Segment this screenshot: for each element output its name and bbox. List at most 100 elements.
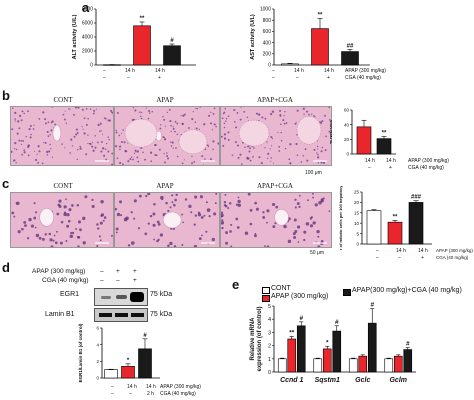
blot-band-apap	[116, 295, 127, 299]
nucleus	[197, 211, 201, 215]
nucleus	[289, 143, 292, 146]
nucleus	[111, 152, 113, 155]
nucleus	[111, 111, 113, 114]
nucleus	[15, 148, 18, 151]
nucleus	[312, 196, 315, 199]
bar-gclc-2	[367, 322, 377, 373]
nucleus	[156, 220, 160, 224]
nucleus	[248, 150, 251, 153]
blot-egr1	[94, 288, 148, 306]
nucleus	[225, 117, 228, 120]
y-tick-label: 20	[354, 200, 360, 205]
nucleus	[23, 149, 26, 151]
nucleus	[270, 112, 273, 116]
nucleus	[16, 132, 19, 135]
y-tick-label: 60	[344, 108, 350, 113]
nucleus	[67, 219, 71, 223]
nucleus	[166, 155, 169, 158]
nucleus	[108, 138, 110, 141]
nucleus	[41, 162, 44, 165]
nucleus	[215, 193, 218, 195]
panel-a-ast-apap-3: 14 h	[324, 68, 334, 74]
nucleus	[324, 114, 327, 117]
nucleus	[47, 131, 49, 133]
nucleus	[97, 227, 100, 230]
nucleus	[14, 142, 17, 145]
nucleus	[192, 111, 194, 113]
nucleus	[221, 135, 223, 138]
nucleus	[107, 136, 109, 138]
nucleus	[280, 131, 282, 134]
nucleus	[282, 119, 285, 122]
nucleus	[50, 121, 53, 124]
nucleus	[25, 135, 27, 138]
nucleus	[214, 202, 217, 205]
nucleus	[194, 121, 197, 123]
y-axis-label: AST activity (U/L)	[250, 14, 256, 60]
nucleus	[223, 200, 227, 204]
nucleus	[244, 231, 249, 235]
panel-d-apap-1: –	[111, 384, 114, 390]
nucleus	[227, 115, 230, 118]
nucleus	[98, 235, 101, 238]
nucleus	[184, 113, 186, 116]
nucleus	[29, 136, 32, 139]
panel-a-ast-cga-2: –	[296, 75, 299, 81]
nucleus	[20, 140, 23, 142]
nucleus	[165, 201, 168, 205]
nucleus	[60, 220, 64, 224]
nucleus	[221, 211, 224, 214]
nucleus	[313, 116, 316, 118]
nucleus	[129, 158, 132, 161]
nucleus	[255, 207, 259, 211]
nucleus	[294, 122, 297, 125]
nucleus	[166, 152, 168, 154]
nucleus	[266, 245, 270, 247]
panel-c-cga-3: +	[421, 255, 424, 261]
histo-c-title-apap-cga: APAP+CGA	[257, 182, 293, 190]
nucleus	[84, 195, 88, 199]
nucleus	[223, 126, 226, 129]
nucleus	[249, 147, 252, 150]
nucleus	[264, 147, 266, 149]
bar-apap	[133, 25, 151, 66]
blot-label-kda-lamin: 75 kDa	[150, 311, 173, 318]
legend-swatch-cont	[262, 287, 270, 294]
significance-label: #	[143, 333, 147, 339]
nucleus	[18, 139, 21, 142]
panel-d-cga-1: –	[111, 391, 114, 397]
nucleus	[99, 221, 103, 225]
nucleus	[196, 108, 199, 110]
nucleus	[157, 238, 160, 241]
nucleus	[292, 232, 296, 236]
nucleus	[50, 148, 52, 150]
nucleus	[328, 130, 331, 133]
y-tick-label: 4	[96, 342, 99, 347]
nucleus	[316, 156, 320, 159]
blot-lamin-band-2	[115, 313, 128, 317]
nucleus	[240, 163, 243, 165]
y-tick-label: 8000	[82, 7, 93, 13]
panel-d-cga-top-1: –	[100, 277, 104, 284]
nucleus	[95, 108, 98, 110]
nucleus	[169, 206, 172, 209]
nucleus	[26, 237, 30, 240]
nucleus	[96, 223, 99, 226]
nucleus	[11, 150, 13, 153]
nucleus	[322, 161, 326, 164]
y-tick-label: 0	[268, 370, 271, 376]
tissue-texture	[11, 107, 113, 165]
nucleus	[141, 111, 143, 114]
nucleus	[170, 124, 172, 127]
panel-letter-b: b	[2, 88, 10, 103]
nucleus	[246, 145, 249, 148]
panel-b-apap-1: 14 h	[365, 158, 375, 164]
nucleus	[221, 219, 224, 222]
nucleus	[166, 111, 168, 114]
nucleus	[100, 130, 102, 132]
nucleus	[158, 148, 161, 151]
tissue-texture	[221, 107, 331, 165]
panel-letter-e: e	[232, 277, 240, 292]
nucleus	[28, 127, 31, 131]
nucleus	[139, 111, 141, 113]
